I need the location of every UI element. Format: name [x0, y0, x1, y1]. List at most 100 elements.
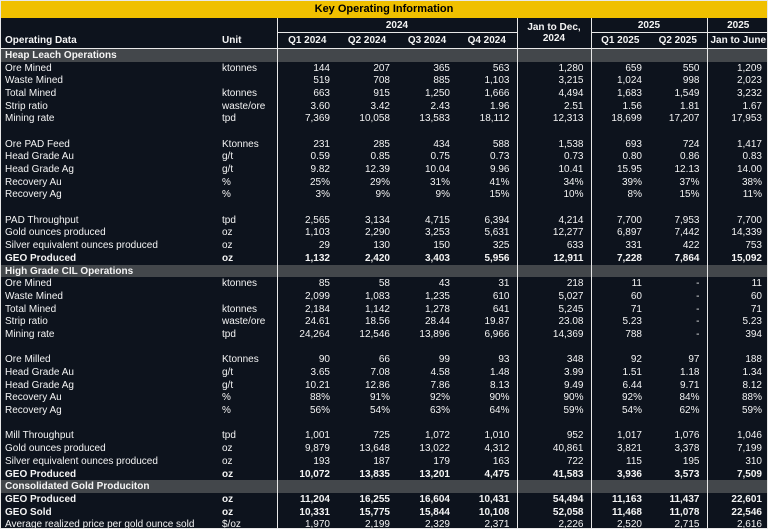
cell-value: 71 — [590, 302, 649, 316]
cell-value: 10,431 — [478, 493, 510, 505]
cell-value: 43 — [438, 278, 450, 290]
cell-value — [516, 201, 591, 214]
cell-value: 10% — [516, 188, 591, 202]
cell-value: 0.80 — [590, 150, 649, 164]
cell-value: 2,023 — [706, 74, 767, 88]
cell-value: 207 — [373, 62, 390, 74]
cell-value: 563 — [492, 62, 510, 74]
header-row: Operating Data Unit Q1 2024 Q2 2024 Q3 2… — [1, 32, 767, 49]
cell-value: 92% — [429, 392, 450, 404]
row-unit: waste/ore — [222, 316, 266, 328]
data-row: Strip ratio waste/ore 24.61 18.56 28.44 19.87… — [1, 315, 767, 329]
row-unit: % — [222, 176, 231, 188]
cell-value — [276, 340, 337, 354]
cell-value — [649, 264, 707, 278]
row-label: Recovery Ag — [5, 405, 62, 417]
row-unit — [213, 74, 277, 87]
row-unit: % — [222, 405, 231, 417]
cell-value — [276, 264, 337, 278]
cell-value: 1,209 — [706, 61, 767, 75]
cell-value: 7,199 — [706, 442, 767, 455]
cell-value: 193 — [276, 455, 337, 468]
cell-value — [397, 125, 457, 138]
cell-value: 34% — [516, 175, 591, 189]
cell-value: 18,112 — [479, 113, 510, 125]
cell-value: 1,549 — [674, 87, 700, 99]
cell-value: 63% — [429, 405, 450, 417]
cell-value — [706, 125, 767, 138]
cell-value: 13,896 — [419, 328, 450, 340]
row-unit: oz — [222, 493, 234, 505]
row-label — [1, 341, 213, 354]
cell-value: 550 — [682, 62, 700, 74]
cell-value: 12,546 — [359, 328, 390, 340]
cell-value — [706, 264, 767, 278]
cell-value: 13,835 — [359, 468, 390, 480]
cell-value: 91% — [369, 392, 390, 404]
cell-value: 38% — [706, 175, 767, 189]
row-unit: ktonnes — [222, 278, 258, 290]
cell-value: 56% — [276, 404, 337, 417]
cell-value: 231 — [276, 137, 337, 151]
row-label: GEO Produced — [5, 252, 77, 264]
row-label: GEO Produced — [5, 468, 77, 480]
cell-value: 13,583 — [419, 113, 450, 125]
cell-value: 187 — [373, 455, 390, 467]
cell-value: 12.39 — [364, 164, 390, 176]
cell-value: 150 — [433, 240, 450, 252]
cell-value: 97 — [688, 354, 700, 366]
row-label: Mill Throughput — [5, 430, 74, 442]
cell-value: 11 — [590, 277, 649, 291]
row-label: Head Grade Au — [5, 151, 74, 163]
cell-value: 6,966 — [484, 328, 510, 340]
cell-value: 724 — [682, 138, 700, 150]
cell-value: 641 — [492, 303, 510, 315]
cell-value — [457, 264, 517, 278]
cell-value — [590, 125, 649, 138]
cell-value: 11,078 — [669, 506, 700, 518]
cell-value: 1,083 — [364, 290, 390, 302]
cell-value: 13,022 — [419, 443, 450, 455]
cell-value — [649, 48, 707, 62]
row-label: High Grade CIL Operations — [1, 264, 213, 278]
cell-value — [516, 264, 591, 278]
header-year-2025-h1: 2025 — [706, 18, 767, 33]
cell-value: 15% — [489, 189, 510, 201]
row-unit: oz — [222, 227, 233, 239]
cell-value: 5,245 — [516, 302, 591, 316]
cell-value — [649, 201, 707, 214]
row-label: Ore Mined — [5, 278, 52, 290]
cell-value — [590, 340, 649, 354]
spacer-row — [1, 416, 767, 430]
cell-value: 11,468 — [590, 505, 649, 519]
row-label: Ore Mined — [5, 62, 52, 74]
cell-value: - — [696, 316, 700, 328]
cell-value: 54% — [590, 404, 649, 417]
cell-value: 2,616 — [706, 518, 767, 528]
cell-value: 12.86 — [364, 379, 390, 391]
cell-value: 1.34 — [706, 366, 767, 379]
cell-value: 519 — [276, 74, 337, 88]
cell-value: 4,312 — [484, 443, 510, 455]
cell-value — [457, 341, 517, 354]
data-row: Average realized price per gold ounce so… — [1, 518, 767, 529]
cell-value: 15,092 — [706, 252, 767, 265]
cell-value: 6.44 — [590, 378, 649, 392]
cell-value: 12,277 — [516, 226, 591, 240]
section-row: Heap Leach Operations — [1, 48, 767, 62]
cell-value: 7,700 — [590, 213, 649, 227]
data-row: Mining rate tpd 7,369 10,058 13,583 18,112 12,… — [1, 112, 767, 126]
header-jan-to-dec-line2: 2024 — [542, 33, 566, 44]
row-unit — [213, 201, 277, 214]
header-q2-2024: Q2 2024 — [337, 32, 397, 49]
cell-value: 195 — [682, 455, 700, 467]
row-unit: oz — [222, 240, 233, 252]
cell-value: 15.95 — [590, 163, 649, 176]
cell-value: 9% — [375, 189, 390, 201]
data-row: Silver equivalent ounces produced oz 29 130… — [1, 239, 767, 252]
cell-value: 60 — [590, 290, 649, 303]
header-year-2024: 2024 — [276, 18, 517, 33]
cell-value — [590, 480, 649, 494]
cell-value: 2,715 — [674, 519, 700, 529]
